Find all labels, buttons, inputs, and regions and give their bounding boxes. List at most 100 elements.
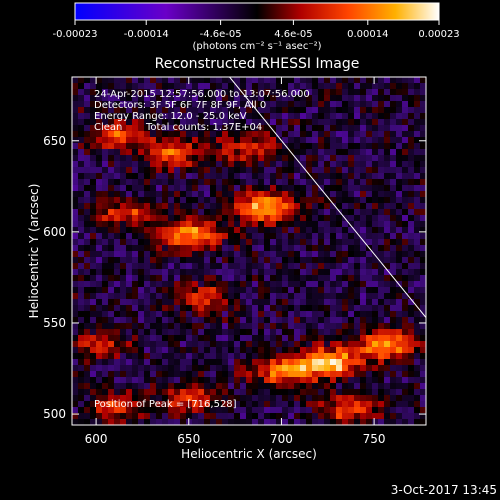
heatmap-cell — [180, 323, 187, 330]
heatmap-cell — [156, 287, 163, 294]
heatmap-cell — [318, 293, 325, 300]
heatmap-cell — [342, 173, 349, 180]
heatmap-cell — [114, 149, 121, 156]
heatmap-cell — [300, 89, 307, 96]
heatmap-cell — [366, 83, 373, 90]
heatmap-cell — [354, 143, 361, 150]
heatmap-cell — [198, 359, 205, 366]
heatmap-cell — [204, 383, 211, 390]
heatmap-cell — [348, 143, 355, 150]
heatmap-cell — [180, 299, 187, 306]
heatmap-cell — [216, 173, 223, 180]
heatmap-cell — [342, 251, 349, 258]
heatmap-cell — [102, 119, 109, 126]
heatmap-cell — [180, 329, 187, 336]
heatmap-cell — [384, 197, 391, 204]
heatmap-cell — [90, 287, 97, 294]
heatmap-cell — [366, 341, 373, 348]
heatmap-cell — [378, 131, 385, 138]
heatmap-cell — [306, 299, 313, 306]
heatmap-cell — [360, 401, 367, 408]
heatmap-cell — [330, 101, 337, 108]
heatmap-cell — [360, 323, 367, 330]
heatmap-cell — [306, 293, 313, 300]
heatmap-cell — [240, 311, 247, 318]
heatmap-cell — [174, 299, 181, 306]
heatmap-cell — [288, 353, 295, 360]
heatmap-cell — [114, 191, 121, 198]
heatmap-cell — [126, 167, 133, 174]
heatmap-cell — [108, 101, 115, 108]
heatmap-cell — [414, 77, 421, 84]
heatmap-cell — [294, 167, 301, 174]
heatmap-cell — [192, 209, 199, 216]
heatmap-cell — [258, 257, 265, 264]
heatmap-cell — [258, 389, 265, 396]
heatmap-cell — [324, 89, 331, 96]
heatmap-cell — [264, 191, 271, 198]
heatmap-cell — [384, 113, 391, 120]
heatmap-cell — [276, 185, 283, 192]
heatmap-cell — [390, 269, 397, 276]
heatmap-cell — [252, 167, 259, 174]
heatmap-cell — [204, 377, 211, 384]
heatmap-cell — [102, 257, 109, 264]
heatmap-cell — [132, 143, 139, 150]
heatmap-cell — [330, 365, 337, 372]
heatmap-cell — [342, 83, 349, 90]
heatmap-cell — [108, 107, 115, 114]
heatmap-cell — [234, 197, 241, 204]
heatmap-cell — [84, 83, 91, 90]
heatmap-cell — [294, 107, 301, 114]
heatmap-cell — [144, 173, 151, 180]
heatmap-cell — [276, 119, 283, 126]
heatmap-cell — [372, 257, 379, 264]
heatmap-cell — [354, 401, 361, 408]
heatmap-cell — [330, 341, 337, 348]
heatmap-cell — [228, 407, 235, 414]
heatmap-cell — [102, 83, 109, 90]
heatmap-cell — [372, 275, 379, 282]
heatmap-cell — [378, 149, 385, 156]
heatmap-cell — [330, 413, 337, 420]
heatmap-cell — [108, 143, 115, 150]
heatmap-cell — [234, 113, 241, 120]
heatmap-cell — [420, 299, 426, 306]
heatmap-cell — [108, 257, 115, 264]
heatmap-cell — [396, 329, 403, 336]
heatmap-cell — [192, 167, 199, 174]
heatmap-cell — [330, 239, 337, 246]
heatmap-cell — [132, 197, 139, 204]
x-axis-label: Heliocentric X (arcsec) — [181, 447, 317, 461]
heatmap-cell — [162, 125, 169, 132]
heatmap-cell — [342, 353, 349, 360]
heatmap-cell — [396, 317, 403, 324]
heatmap-cell — [294, 161, 301, 168]
heatmap-cell — [240, 95, 247, 102]
heatmap-cell — [270, 221, 277, 228]
heatmap-cell — [180, 191, 187, 198]
heatmap-cell — [126, 377, 133, 384]
heatmap-cell — [420, 263, 426, 270]
heatmap-cell — [330, 95, 337, 102]
heatmap-cell — [288, 173, 295, 180]
heatmap-cell — [408, 275, 415, 282]
heatmap-cell — [162, 197, 169, 204]
heatmap-cell — [378, 125, 385, 132]
heatmap-cell — [294, 281, 301, 288]
heatmap-cell — [390, 161, 397, 168]
heatmap-cell — [348, 119, 355, 126]
heatmap-cell — [180, 347, 187, 354]
heatmap-cell — [96, 257, 103, 264]
heatmap-cell — [288, 233, 295, 240]
heatmap-cell — [102, 329, 109, 336]
heatmap-cell — [96, 377, 103, 384]
heatmap-cell — [108, 275, 115, 282]
heatmap-cell — [138, 293, 145, 300]
heatmap-cell — [258, 353, 265, 360]
heatmap-cell — [90, 209, 97, 216]
heatmap-cell — [306, 185, 313, 192]
heatmap-cell — [180, 365, 187, 372]
heatmap-cell — [378, 257, 385, 264]
heatmap-cell — [372, 101, 379, 108]
